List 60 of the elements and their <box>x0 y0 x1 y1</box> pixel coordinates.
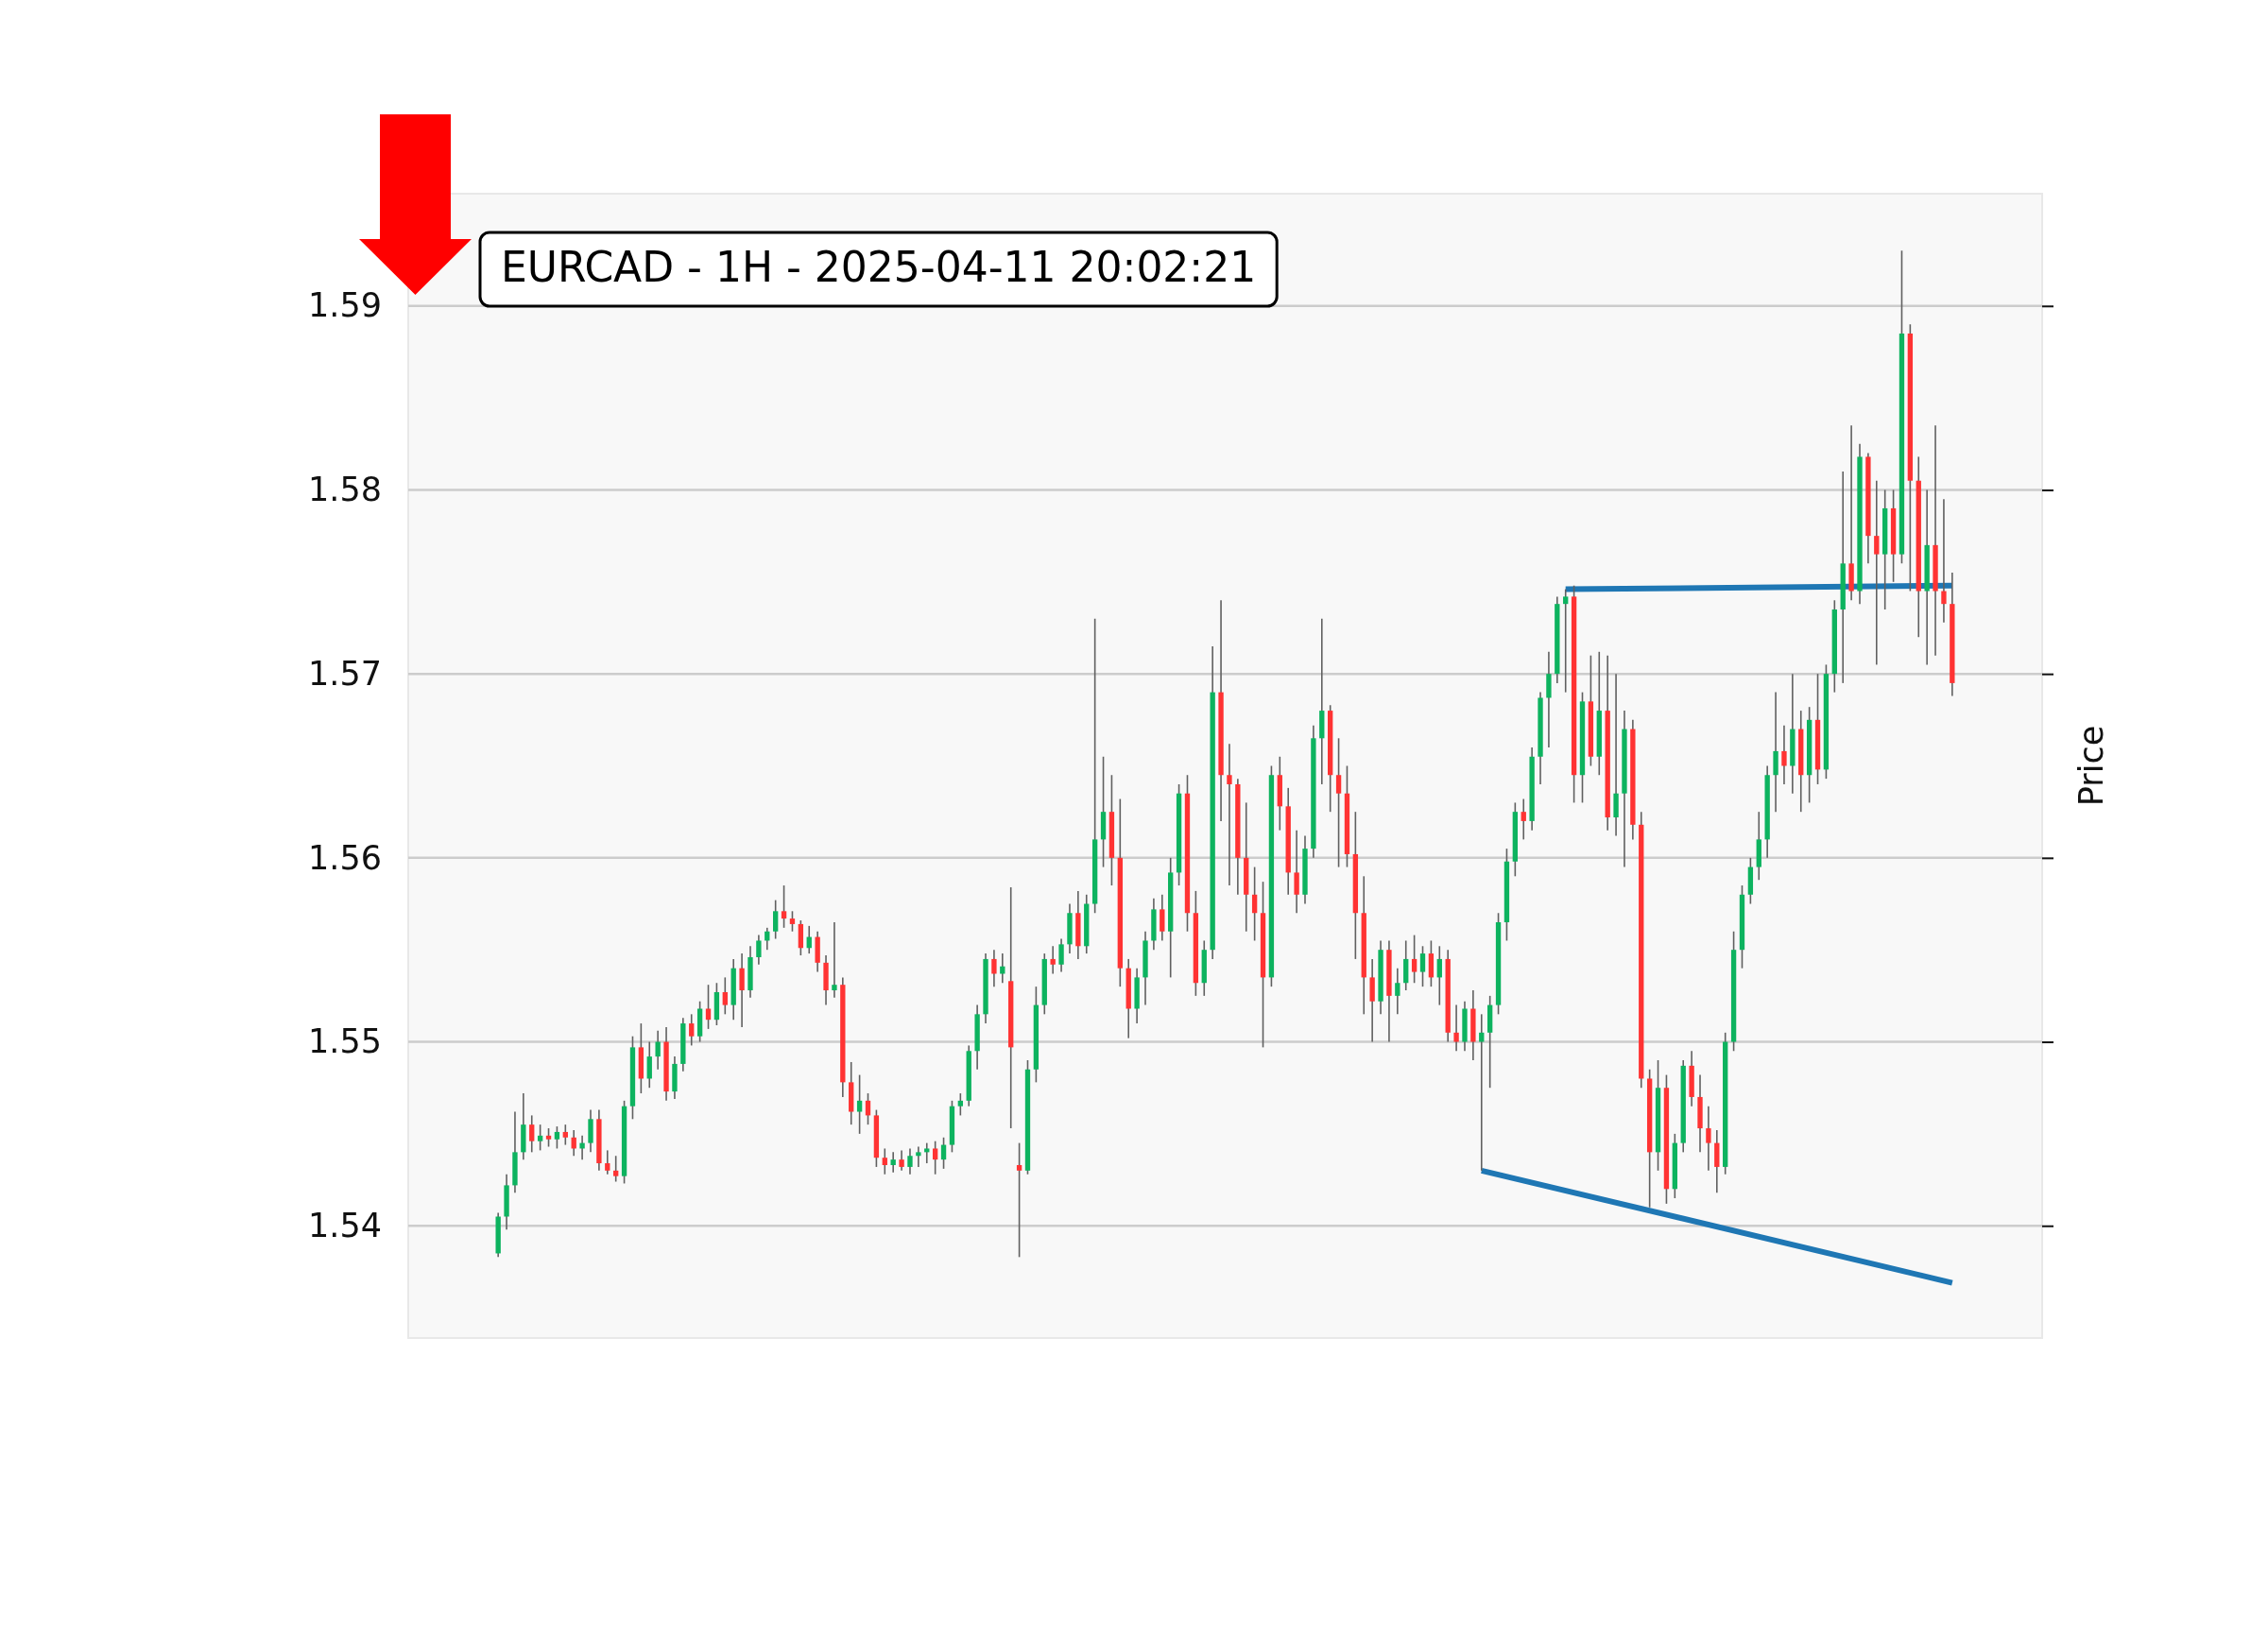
y-tick-label: 1.58 <box>308 471 382 509</box>
candlestick <box>1453 1004 1459 1053</box>
candlestick <box>789 910 796 933</box>
candlestick <box>705 984 712 1030</box>
candlestick <box>924 1141 930 1164</box>
candlestick <box>1419 945 1426 987</box>
candlestick <box>545 1127 552 1148</box>
candlestick <box>1251 866 1258 942</box>
y-tick-label: 1.56 <box>308 838 382 877</box>
y-tick-label: 1.57 <box>308 654 382 693</box>
candlestick <box>1781 724 1787 785</box>
candlestick <box>1521 798 1526 841</box>
candlestick <box>1436 945 1442 1006</box>
candlestick <box>1563 588 1569 694</box>
candlestick <box>646 1040 652 1090</box>
candlestick <box>1058 937 1064 973</box>
candlestick <box>1016 1141 1022 1259</box>
y-tick-label: 1.59 <box>308 286 382 325</box>
candlestick <box>562 1124 568 1146</box>
candlestick <box>554 1125 560 1150</box>
candlestick <box>605 1149 610 1175</box>
candlestick <box>882 1147 887 1175</box>
candlestick <box>890 1151 896 1174</box>
candlestick <box>689 1013 695 1047</box>
candlestick <box>957 1092 964 1117</box>
candlestick <box>899 1149 904 1172</box>
y-axis-title: Price <box>2072 725 2110 807</box>
candlestick <box>1874 479 1880 666</box>
candlestick <box>756 934 762 966</box>
candlestick <box>781 884 787 929</box>
candlestick <box>1000 952 1005 985</box>
candlestick <box>940 1136 947 1170</box>
candlestick <box>907 1147 913 1175</box>
candlestick <box>832 921 837 999</box>
candlestick <box>655 1030 661 1071</box>
candlestick <box>916 1145 921 1168</box>
candlestick <box>1479 1013 1485 1172</box>
y-tick-label: 1.55 <box>308 1022 382 1061</box>
candlestick <box>579 1135 585 1160</box>
candlestick <box>1160 893 1165 942</box>
candlestick <box>1227 743 1232 886</box>
candlestick <box>865 1092 871 1125</box>
candlestick <box>537 1124 543 1152</box>
candlestick <box>856 1073 863 1135</box>
candlestick <box>1706 1105 1711 1172</box>
candlestick <box>991 949 997 987</box>
candlestick <box>932 1140 938 1175</box>
candlestick <box>529 1114 535 1154</box>
text: EURCAD - 1H - 2025-04-11 20:02:21 <box>501 243 1257 291</box>
candlestick <box>1941 498 1947 624</box>
candlestick <box>613 1155 619 1183</box>
candlestick <box>1050 945 1056 975</box>
candlestick <box>1395 967 1400 1016</box>
y-tick-label: 1.54 <box>308 1206 382 1244</box>
candlestick <box>773 899 779 940</box>
candlestick <box>739 952 745 1028</box>
candlestick <box>1294 829 1299 915</box>
candlestick <box>1335 737 1342 868</box>
candlestick <box>722 976 728 1016</box>
candlestick <box>1411 934 1418 985</box>
